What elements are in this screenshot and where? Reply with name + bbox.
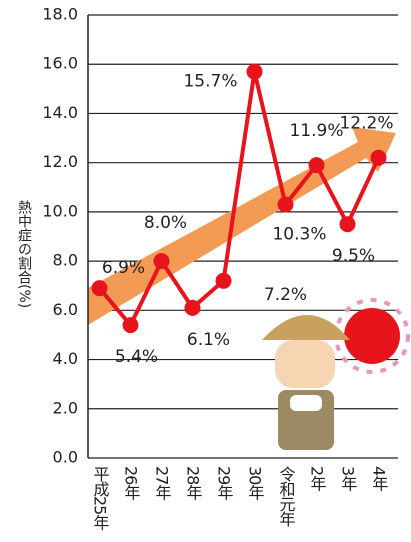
y-tick-label: 16.0 [42, 54, 78, 73]
point [123, 317, 139, 333]
point [309, 157, 325, 173]
x-tick-label: 令和元年 [274, 466, 298, 526]
y-tick-label: 12.0 [42, 152, 78, 171]
x-tick-label: 平成25年 [88, 466, 112, 529]
value-label: 9.5% [332, 246, 375, 266]
y-tick-label: 2.0 [53, 398, 78, 417]
value-label: 6.9% [102, 258, 145, 278]
point [278, 197, 294, 213]
y-axis-title: 熱中症の割合(%) [14, 200, 34, 308]
y-tick-label: 8.0 [53, 251, 78, 270]
y-tick-label: 14.0 [42, 103, 78, 122]
page: {"chart_data": {"type": "line", "y_label… [0, 0, 411, 542]
value-label: 7.2% [264, 285, 307, 305]
value-label: 12.2% [339, 114, 393, 134]
value-label: 10.3% [272, 225, 326, 245]
y-tick-label: 18.0 [42, 5, 78, 24]
x-tick-label: 26年 [119, 466, 143, 499]
x-tick-label: 3年 [336, 466, 360, 490]
point [371, 150, 387, 166]
chart: 0.0 2.0 4.0 6.0 8.0 10.0 12.0 14.0 16.0 18.0 6.9%… [0, 0, 411, 542]
y-tick-label: 0.0 [53, 448, 78, 467]
x-tick-label: 29年 [212, 466, 236, 499]
x-tick-label: 2年 [305, 466, 329, 490]
illustration [262, 300, 408, 450]
x-tick-label: 30年 [243, 466, 267, 499]
point [92, 280, 108, 296]
y-tick-label: 6.0 [53, 300, 78, 319]
value-label: 11.9% [289, 121, 343, 141]
point [216, 273, 232, 289]
point [247, 64, 263, 80]
x-tick-label: 27年 [150, 466, 174, 499]
x-tick-label: 4年 [367, 466, 391, 490]
point [154, 253, 170, 269]
x-tick-label: 28年 [181, 466, 205, 499]
y-tick-label: 4.0 [53, 349, 78, 368]
value-label: 5.4% [115, 347, 158, 367]
y-tick-label: 10.0 [42, 201, 78, 220]
value-label: 6.1% [187, 330, 230, 350]
point [340, 216, 356, 232]
value-label: 8.0% [144, 213, 187, 233]
point [185, 300, 201, 316]
value-label: 15.7% [183, 72, 237, 92]
